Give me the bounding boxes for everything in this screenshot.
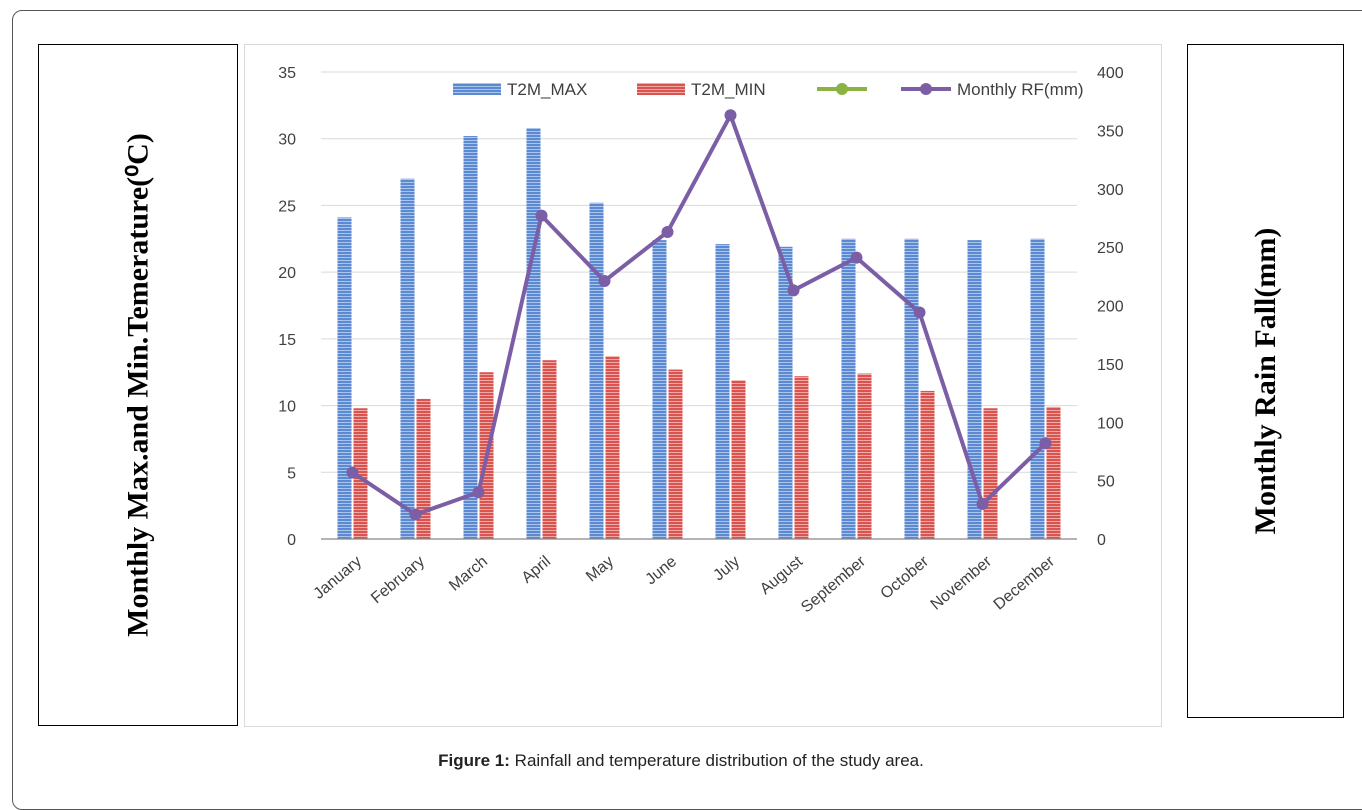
rainfall-point-3 (535, 209, 548, 222)
left-tick-label: 10 (278, 399, 296, 416)
right-tick-label: 300 (1097, 182, 1124, 199)
bar-t2m-max-8 (841, 238, 856, 540)
rainfall-point-8 (850, 251, 863, 264)
right-tick-label: 200 (1097, 299, 1124, 316)
bar-t2m-max-3 (526, 128, 541, 539)
category-label: October (878, 553, 933, 603)
left-tick-label: 25 (278, 198, 296, 215)
bar-t2m-min-0 (353, 408, 368, 539)
legend-swatch-0 (453, 83, 501, 95)
right-tick-label: 250 (1097, 240, 1124, 257)
caption-prefix: Figure 1: (438, 751, 510, 770)
caption-text: Rainfall and temperature distribution of… (509, 751, 924, 770)
rainfall-point-2 (472, 486, 485, 499)
rainfall-point-6 (724, 109, 737, 122)
left-axis-label-box: Monthly Max.and Min.Temerature(⁰C) (38, 44, 238, 726)
figure-caption: Figure 1: Rainfall and temperature distr… (0, 751, 1362, 771)
rainfall-point-7 (787, 284, 800, 297)
bar-t2m-min-8 (857, 373, 872, 539)
left-tick-label: 35 (278, 65, 296, 82)
bar-t2m-min-3 (542, 360, 557, 539)
legend-label-1: T2M_MIN (691, 80, 766, 99)
right-axis-title: Monthly Rain Fall(mm) (1248, 227, 1282, 535)
bar-t2m-max-11 (1030, 238, 1045, 540)
rainfall-point-5 (661, 225, 674, 238)
bar-t2m-max-7 (778, 246, 793, 539)
legend-label-3: Monthly RF(mm) (957, 80, 1084, 99)
bar-t2m-min-9 (920, 390, 935, 539)
bar-t2m-min-4 (605, 356, 620, 539)
category-label: November (928, 553, 996, 614)
bar-t2m-max-0 (337, 217, 352, 540)
bar-t2m-min-1 (416, 398, 431, 539)
category-label: August (757, 553, 807, 598)
category-label: July (710, 553, 743, 584)
right-tick-label: 150 (1097, 357, 1124, 374)
category-label: September (798, 553, 869, 617)
chart-svg: 05101520253035050100150200250300350400Ja… (278, 65, 1124, 617)
bar-t2m-max-6 (715, 244, 730, 539)
right-tick-label: 100 (1097, 415, 1124, 432)
left-tick-label: 30 (278, 132, 296, 149)
left-tick-label: 5 (287, 465, 296, 482)
bar-t2m-min-11 (1046, 406, 1061, 539)
bar-t2m-max-1 (400, 178, 415, 539)
category-label: June (643, 553, 681, 588)
rainfall-point-11 (1039, 437, 1052, 450)
rainfall-point-0 (346, 466, 359, 479)
bar-t2m-min-5 (668, 369, 683, 539)
bar-t2m-min-7 (794, 376, 809, 539)
left-axis-title: Monthly Max.and Min.Temerature(⁰C) (121, 133, 155, 637)
rainfall-point-9 (913, 306, 926, 319)
bar-t2m-max-4 (589, 202, 604, 539)
right-tick-label: 0 (1097, 532, 1106, 549)
category-label: March (446, 553, 491, 595)
bar-t2m-min-6 (731, 380, 746, 539)
legend-label-0: T2M_MAX (507, 80, 587, 99)
left-tick-label: 15 (278, 332, 296, 349)
rainfall-point-10 (976, 497, 989, 510)
bar-t2m-max-5 (652, 240, 667, 539)
chart-area: 0 5 10 15 20 25 30 35 0 50 100 150 200 250 300 350 400 Ja… (244, 44, 1162, 727)
bar-t2m-max-2 (463, 136, 478, 539)
bar-t2m-max-9 (904, 238, 919, 540)
legend-marker-3 (920, 83, 932, 95)
right-tick-label: 400 (1097, 65, 1124, 82)
left-tick-label: 20 (278, 265, 296, 282)
category-label: December (991, 553, 1059, 614)
legend-marker-2 (836, 83, 848, 95)
category-label: February (368, 553, 428, 607)
left-tick-label: 0 (287, 532, 296, 549)
category-label: April (519, 553, 554, 587)
series-line-rainfall (351, 113, 1047, 517)
category-label: January (311, 553, 366, 603)
rainfall-point-4 (598, 274, 611, 287)
right-tick-label: 50 (1097, 474, 1115, 491)
category-label: May (583, 553, 617, 585)
right-tick-label: 350 (1097, 123, 1124, 140)
right-axis-label-box: Monthly Rain Fall(mm) (1187, 44, 1344, 718)
bar-t2m-min-10 (983, 408, 998, 539)
legend-swatch-1 (637, 83, 685, 95)
rainfall-point-1 (409, 508, 422, 521)
